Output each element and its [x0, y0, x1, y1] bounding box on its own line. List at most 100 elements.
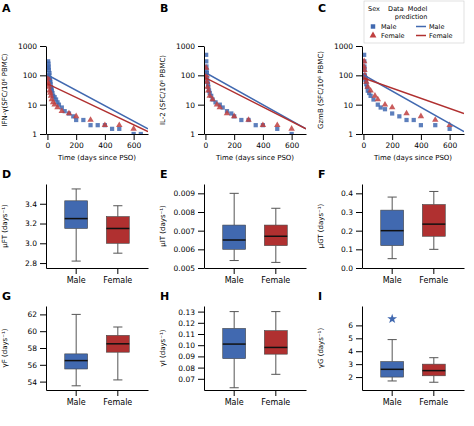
- data-point: [88, 123, 92, 127]
- tick: Female: [419, 268, 448, 285]
- tick-mark: [40, 46, 46, 47]
- data-point: [260, 121, 266, 127]
- tick: 0.1: [341, 245, 362, 254]
- tick: 0.006: [174, 245, 204, 254]
- tick-label: 1000: [334, 42, 353, 51]
- data-point: [382, 101, 388, 107]
- tick-label: 0: [204, 141, 209, 150]
- tick-mark: [433, 390, 434, 396]
- panel-title: H: [160, 290, 169, 303]
- tick-label: 100: [339, 71, 354, 80]
- median: [65, 218, 88, 220]
- tick-label: 0.3: [341, 208, 353, 217]
- tick: 600: [285, 134, 300, 150]
- tick-label: Male: [383, 398, 402, 407]
- tick: Male: [225, 390, 244, 407]
- tick: 0.0: [341, 264, 362, 273]
- tick-label: 3.2: [25, 219, 37, 228]
- tick-mark: [292, 134, 293, 140]
- data-point: [390, 111, 394, 115]
- x-axis-title: Time (days since PSO): [215, 154, 294, 162]
- tick-mark: [198, 75, 204, 76]
- tick: Male: [225, 268, 244, 285]
- tick: 2: [348, 373, 362, 382]
- tick-mark: [40, 263, 46, 264]
- tick: 0.009: [174, 189, 204, 198]
- box: [65, 201, 88, 229]
- tick-mark: [421, 134, 422, 140]
- panel-title: D: [2, 168, 11, 181]
- panel-title: F: [318, 168, 326, 181]
- tick: 0.4: [341, 189, 362, 198]
- whisker: [76, 314, 77, 353]
- tick-mark: [40, 382, 46, 383]
- whisker-cap: [429, 382, 438, 383]
- legend: Sex Data Model predictionMaleFemaleMaleF…: [364, 1, 464, 43]
- tick-mark: [105, 134, 106, 140]
- tick-mark: [117, 390, 118, 396]
- data-point: [204, 83, 210, 89]
- tick: Female: [103, 268, 132, 285]
- tick-mark: [356, 338, 362, 339]
- whisker: [234, 249, 235, 260]
- median: [381, 230, 404, 232]
- whisker-cap: [72, 314, 81, 315]
- data-point: [383, 107, 387, 111]
- data-point: [375, 96, 381, 102]
- figure: 02004006001101001000AIFN-γ(SFC/10⁶ PBMC)…: [0, 0, 474, 426]
- whisker-cap: [72, 261, 81, 262]
- tick-label: 60: [27, 327, 37, 336]
- tick-label: 5: [348, 334, 353, 343]
- x-axis: MaleFemale: [363, 390, 465, 407]
- y-axis-title: GzmB (SFC/10⁶ PBMC): [317, 51, 325, 129]
- plot-area: [65, 314, 130, 385]
- tick: 10: [343, 101, 362, 110]
- median: [106, 343, 129, 345]
- axis-line: [47, 390, 149, 391]
- data-point: [389, 104, 395, 110]
- box: [223, 328, 246, 358]
- model-line: [205, 78, 306, 129]
- tick-label: 1: [190, 130, 195, 139]
- tick-mark: [198, 323, 204, 324]
- legend-label: Female: [381, 32, 405, 40]
- box: [223, 225, 246, 249]
- data-point: [48, 92, 54, 98]
- y-axis: 1101001000: [176, 42, 205, 139]
- tick: 1000: [334, 42, 362, 51]
- tick: 10: [27, 101, 46, 110]
- tick-mark: [356, 75, 362, 76]
- tick-label: 62: [27, 310, 37, 319]
- tick-label: Female: [261, 276, 290, 285]
- data-point: [418, 113, 424, 119]
- tick-mark: [40, 348, 46, 349]
- whisker: [275, 208, 276, 225]
- data-point: [254, 123, 258, 127]
- legend-label: Male: [429, 23, 444, 31]
- tick-label: 0.07: [178, 375, 195, 384]
- tick-mark: [198, 356, 204, 357]
- tick-label: 200: [70, 141, 85, 150]
- whisker: [433, 236, 434, 249]
- tick-mark: [198, 368, 204, 369]
- tick: 2.8: [25, 259, 46, 268]
- median: [106, 228, 129, 230]
- legend-title-line: Sex Data Model: [368, 5, 427, 13]
- tick: Male: [67, 390, 86, 407]
- box: [422, 364, 445, 376]
- median: [223, 343, 246, 345]
- data-point: [116, 121, 122, 127]
- tick: 400: [256, 134, 271, 150]
- data-point: [102, 121, 108, 127]
- data-point: [139, 132, 143, 134]
- panel-title: G: [2, 290, 11, 303]
- tick: 3: [348, 360, 362, 369]
- tick-mark: [356, 268, 362, 269]
- tick: 400: [414, 134, 429, 150]
- axis-line: [363, 390, 465, 391]
- tick: 0.12: [178, 319, 204, 328]
- tick-mark: [356, 105, 362, 106]
- panel-title: I: [318, 290, 322, 303]
- tick: 100: [23, 71, 46, 80]
- box: [381, 362, 404, 378]
